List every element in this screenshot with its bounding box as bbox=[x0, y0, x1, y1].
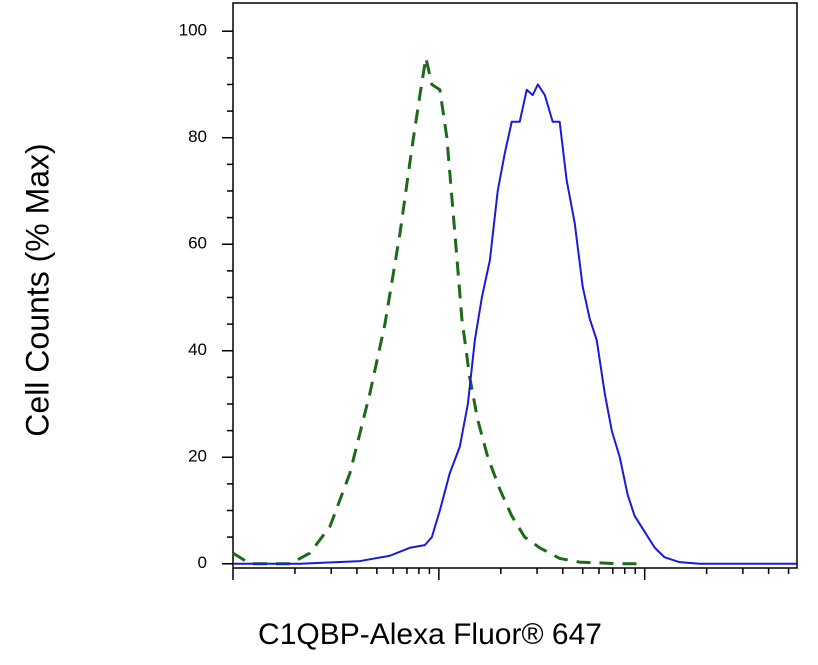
y-axis-label: Cell Counts (% Max) bbox=[19, 143, 55, 436]
histogram-line bbox=[232, 56, 640, 566]
y-tick-label: 80 bbox=[188, 127, 207, 146]
x-axis-label: C1QBP-Alexa Fluor® 647 bbox=[258, 618, 602, 651]
y-tick-label: 20 bbox=[188, 447, 207, 466]
histogram-line bbox=[233, 83, 797, 565]
y-tick-label: 60 bbox=[188, 234, 207, 253]
y-tick-label: 40 bbox=[188, 340, 207, 359]
y-tick-label: 0 bbox=[198, 553, 207, 572]
y-tick-label: 100 bbox=[179, 21, 207, 40]
plot-frame bbox=[232, 2, 798, 569]
